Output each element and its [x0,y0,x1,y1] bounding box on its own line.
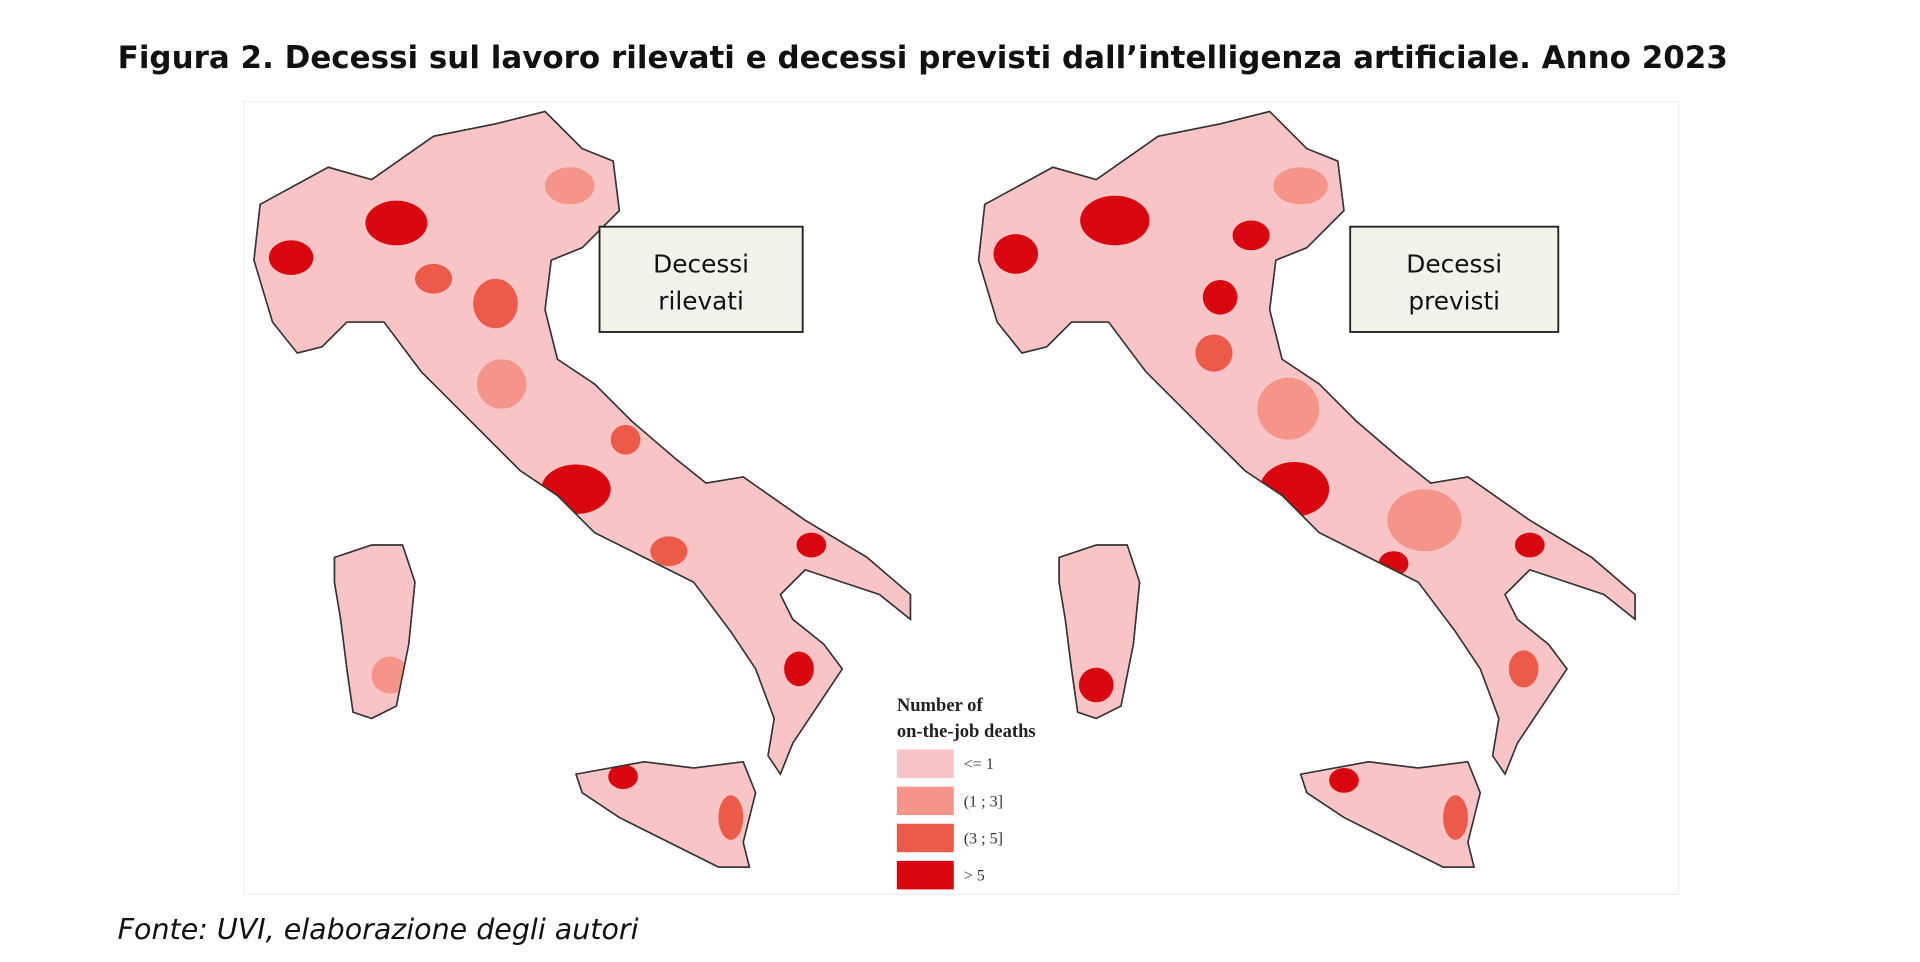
legend-label: (3 ; 5] [964,831,1003,848]
region [473,278,518,329]
map-predicted [977,110,1636,868]
region [650,536,688,567]
map-label-box: Decessi rilevati [598,225,804,333]
region [1078,667,1114,703]
legend-swatch [896,749,954,778]
map-label: Decessi [1406,250,1502,279]
map-label: Decessi [653,250,749,279]
legend-title: Number of [897,695,984,716]
region [784,651,814,687]
label-box [598,225,804,333]
region [993,234,1039,274]
legend-swatch [896,860,954,890]
region [1080,195,1150,246]
map-observed [253,110,912,868]
legend-swatch [896,786,954,816]
region [476,359,527,409]
region [1273,167,1328,205]
region [545,167,595,205]
legend-swatch [896,823,954,853]
region [365,200,428,246]
region [371,656,409,694]
region [268,240,314,275]
region [1195,334,1233,372]
region [541,464,611,515]
legend-title: on-the-job deaths [897,721,1036,742]
region [608,764,638,790]
region [1257,377,1320,440]
region [1387,489,1462,552]
legend: Number of on-the-job deaths <= 1 (1 ; 3] (… [896,695,1036,890]
region [796,532,827,558]
label-box [1349,225,1560,333]
region [1329,767,1359,793]
figure-title: Figura 2. Decessi sul lavoro rilevati e … [118,40,1728,76]
map-frame [243,100,1680,895]
region [1443,795,1468,840]
region [1508,650,1539,688]
legend-label: > 5 [964,868,985,885]
legend-label: <= 1 [964,756,994,773]
region [610,424,641,455]
region [1378,551,1409,576]
map-label-box: Decessi previsti [1349,225,1560,333]
legend-label: (1 ; 3] [964,793,1003,810]
region [1514,532,1545,558]
region [1202,279,1238,315]
map-label: rilevati [658,287,744,316]
region [414,263,453,294]
region [718,795,744,840]
map-label: previsti [1408,287,1500,316]
source-note: Fonte: UVI, elaborazione degli autori [118,913,639,946]
region [1232,220,1270,251]
